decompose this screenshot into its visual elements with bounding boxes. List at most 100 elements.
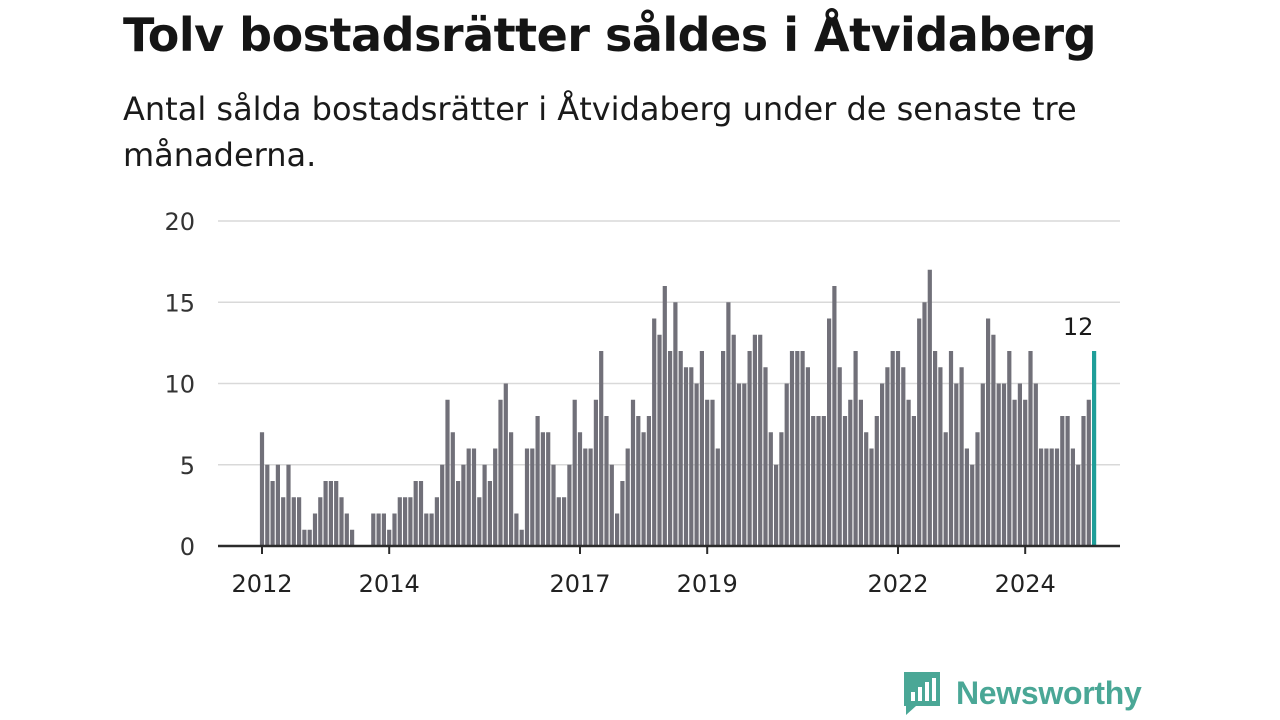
bar	[694, 383, 699, 546]
newsworthy-brand: Newsworthy	[902, 670, 1142, 716]
bar	[906, 399, 911, 546]
bar	[593, 399, 598, 546]
bar	[440, 464, 445, 546]
bar	[403, 497, 408, 546]
bar	[1060, 416, 1065, 546]
bar	[1049, 448, 1054, 546]
bar	[970, 464, 975, 546]
bar	[556, 497, 561, 546]
bar	[922, 302, 927, 546]
bar	[307, 529, 312, 546]
bar	[869, 448, 874, 546]
bar	[901, 367, 906, 546]
bar	[588, 448, 593, 546]
bar	[1039, 448, 1044, 546]
bar	[726, 302, 731, 546]
bar	[1023, 399, 1028, 546]
bar	[540, 432, 545, 546]
bar	[1033, 383, 1038, 546]
bar	[381, 513, 386, 546]
bar	[286, 464, 291, 546]
bar	[376, 513, 381, 546]
bar	[959, 367, 964, 546]
bar	[615, 513, 620, 546]
y-tick-label: 5	[180, 452, 195, 480]
bar	[630, 399, 636, 546]
bar	[1065, 416, 1070, 546]
bar	[975, 432, 980, 546]
bar	[312, 513, 318, 546]
x-tick-label: 2019	[677, 570, 738, 598]
x-tick-label: 2014	[359, 570, 420, 598]
bar	[1001, 383, 1007, 546]
bar	[699, 351, 704, 546]
x-tick-label: 2022	[867, 570, 928, 598]
bar	[265, 464, 270, 546]
y-tick-label: 0	[180, 533, 195, 561]
x-tick-label: 2017	[549, 570, 610, 598]
bar	[673, 302, 678, 546]
newsworthy-logo-icon	[904, 672, 940, 715]
bar	[318, 497, 323, 546]
brand-name: Newsworthy	[956, 674, 1142, 711]
bar	[710, 399, 715, 546]
bar	[795, 351, 800, 546]
bar	[683, 367, 689, 546]
bar	[842, 416, 848, 546]
bar	[885, 367, 890, 546]
bar	[328, 481, 333, 546]
bar	[275, 464, 280, 546]
bar	[450, 432, 455, 546]
bar	[652, 318, 657, 546]
bar	[599, 351, 604, 546]
bar	[758, 334, 763, 546]
bar	[397, 497, 402, 546]
bar	[339, 497, 344, 546]
bar	[259, 432, 265, 546]
bar	[805, 367, 810, 546]
bar	[927, 269, 932, 546]
bar	[572, 399, 577, 546]
bar	[636, 416, 641, 546]
bar	[493, 448, 498, 546]
bar	[456, 481, 461, 546]
bar	[980, 383, 985, 546]
bar	[524, 448, 530, 546]
bar	[874, 416, 879, 546]
bar	[503, 383, 508, 546]
bar	[546, 432, 551, 546]
bar	[911, 416, 916, 546]
bar	[344, 513, 349, 546]
bar	[392, 513, 397, 546]
bar	[291, 497, 296, 546]
bar	[509, 432, 514, 546]
bar	[625, 448, 630, 546]
y-tick-label: 20	[164, 208, 195, 236]
bar	[466, 448, 471, 546]
bar	[270, 481, 275, 546]
bar	[487, 481, 492, 546]
bar	[567, 464, 572, 546]
bar	[1070, 448, 1075, 546]
bar	[1017, 383, 1022, 546]
bar	[620, 481, 625, 546]
bar	[498, 399, 503, 546]
bar	[837, 367, 842, 546]
bar	[471, 448, 477, 546]
bar	[657, 334, 662, 546]
bar	[832, 286, 837, 546]
bar-value-label: 12	[1063, 313, 1094, 341]
bar	[933, 351, 938, 546]
bar	[763, 367, 768, 546]
bar	[1012, 399, 1017, 546]
bar	[482, 464, 487, 546]
bar	[986, 318, 991, 546]
bar	[514, 513, 519, 546]
y-tick-label: 15	[164, 289, 195, 317]
bar	[387, 529, 392, 546]
bar	[768, 432, 773, 546]
bar	[800, 351, 805, 546]
chart-title: Tolv bostadsrätter såldes i Åtvidaberg	[123, 8, 1097, 62]
bar	[964, 448, 969, 546]
